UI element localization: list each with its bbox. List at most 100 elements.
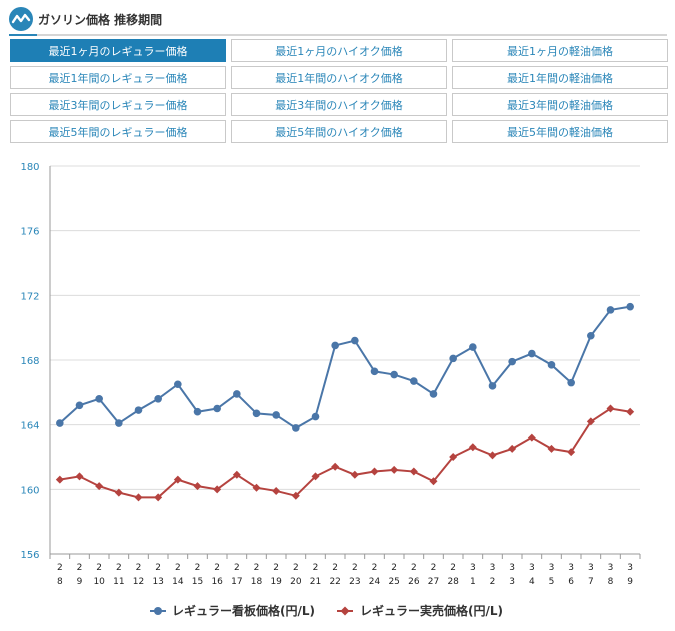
- x-tick-day: 26: [408, 577, 420, 587]
- data-point: [55, 475, 64, 484]
- x-tick-month: 2: [313, 563, 319, 573]
- x-tick-day: 9: [77, 577, 83, 587]
- x-tick-day: 23: [349, 577, 360, 587]
- x-tick-month: 3: [509, 563, 515, 573]
- data-point: [173, 475, 182, 484]
- series-line-2: [59, 407, 631, 499]
- x-tick-month: 2: [234, 563, 240, 573]
- tab-2[interactable]: 最近1ヶ月のハイオク価格: [231, 39, 447, 62]
- x-tick-month: 3: [627, 563, 633, 573]
- legend-marker: [154, 607, 162, 615]
- data-point: [390, 370, 398, 379]
- data-point: [567, 378, 575, 387]
- data-point: [311, 412, 320, 421]
- data-point: [429, 390, 438, 398]
- x-tick-day: 20: [290, 577, 302, 587]
- x-tick-day: 21: [310, 577, 321, 587]
- tab-12[interactable]: 最近5年間の軽油価格: [452, 120, 668, 143]
- data-point: [567, 448, 576, 457]
- price-wave-icon: [9, 7, 33, 31]
- data-point: [606, 306, 615, 314]
- tab-11[interactable]: 最近5年間のハイオク価格: [231, 120, 447, 143]
- data-point: [272, 411, 280, 419]
- x-tick-month: 2: [155, 563, 161, 573]
- data-point: [134, 406, 143, 414]
- data-point: [351, 336, 359, 345]
- data-point: [586, 417, 595, 426]
- tab-5[interactable]: 最近1年間のハイオク価格: [231, 66, 447, 89]
- x-tick-month: 2: [293, 563, 299, 573]
- tab-7[interactable]: 最近3年間のレギュラー価格: [10, 93, 226, 116]
- data-point: [390, 465, 399, 474]
- tab-9[interactable]: 最近3年間の軽油価格: [452, 93, 668, 116]
- data-point: [587, 331, 595, 340]
- data-point: [449, 453, 458, 461]
- x-tick-month: 2: [195, 563, 201, 573]
- x-tick-month: 2: [332, 563, 338, 573]
- x-tick-month: 3: [549, 563, 555, 573]
- data-point: [154, 493, 163, 502]
- tab-4[interactable]: 最近1年間のレギュラー価格: [10, 66, 226, 89]
- data-point: [115, 419, 123, 427]
- data-point: [233, 390, 241, 398]
- x-tick-month: 2: [352, 563, 358, 573]
- x-tick-month: 2: [214, 563, 220, 573]
- header-divider: [9, 34, 667, 36]
- y-tick-label: 172: [20, 291, 39, 302]
- header-divider-accent: [9, 34, 37, 36]
- tab-6[interactable]: 最近1年間の軽油価格: [452, 66, 668, 89]
- data-point: [469, 343, 477, 351]
- x-tick-month: 2: [57, 563, 63, 573]
- x-tick-month: 2: [77, 563, 83, 573]
- data-point: [311, 472, 320, 481]
- y-tick-label: 180: [20, 162, 39, 173]
- x-tick-month: 2: [450, 563, 456, 573]
- tab-10[interactable]: 最近5年間のレギュラー価格: [10, 120, 226, 143]
- x-tick-day: 15: [192, 577, 203, 587]
- data-point: [193, 407, 202, 416]
- data-point: [213, 485, 222, 494]
- data-point: [291, 491, 300, 500]
- data-point: [527, 433, 536, 442]
- data-point: [95, 395, 103, 403]
- y-tick-label: 160: [20, 485, 39, 496]
- data-point: [468, 443, 477, 452]
- tab-1[interactable]: 最近1ヶ月のレギュラー価格: [10, 39, 226, 62]
- x-tick-month: 2: [372, 563, 378, 573]
- x-tick-day: 8: [57, 577, 63, 587]
- x-tick-day: 3: [509, 577, 515, 587]
- series-line-1: [59, 305, 631, 430]
- data-point: [626, 302, 634, 311]
- data-point: [154, 395, 162, 403]
- x-tick-day: 7: [588, 577, 594, 587]
- data-point: [488, 451, 497, 460]
- period-tabs: 最近1ヶ月のレギュラー価格 最近1ヶ月のハイオク価格 最近1ヶ月の軽油価格 最近1年間…: [10, 39, 668, 143]
- tab-3[interactable]: 最近1ヶ月の軽油価格: [452, 39, 668, 62]
- x-tick-day: 28: [447, 577, 459, 587]
- data-point: [410, 377, 418, 385]
- x-tick-day: 11: [113, 577, 124, 587]
- x-tick-day: 17: [231, 577, 242, 587]
- y-tick-label: 168: [20, 356, 39, 367]
- x-tick-day: 4: [529, 577, 535, 587]
- x-tick-day: 16: [211, 577, 223, 587]
- x-tick-day: 5: [549, 577, 555, 587]
- tab-8[interactable]: 最近3年間のハイオク価格: [231, 93, 447, 116]
- data-point: [547, 361, 556, 369]
- x-tick-day: 2: [490, 577, 496, 587]
- data-point: [272, 486, 281, 495]
- data-point: [95, 482, 104, 491]
- data-point: [331, 462, 340, 471]
- x-tick-month: 2: [273, 563, 279, 573]
- x-tick-month: 2: [96, 563, 102, 573]
- legend-label: レギュラー実売価格(円/L): [360, 603, 503, 618]
- x-tick-day: 13: [152, 577, 163, 587]
- data-point: [547, 444, 556, 453]
- data-point: [508, 444, 517, 453]
- data-point: [213, 404, 221, 413]
- x-tick-day: 12: [133, 577, 144, 587]
- x-tick-month: 2: [391, 563, 397, 573]
- x-tick-month: 3: [529, 563, 535, 573]
- x-tick-day: 1: [470, 577, 476, 587]
- data-point: [56, 419, 64, 427]
